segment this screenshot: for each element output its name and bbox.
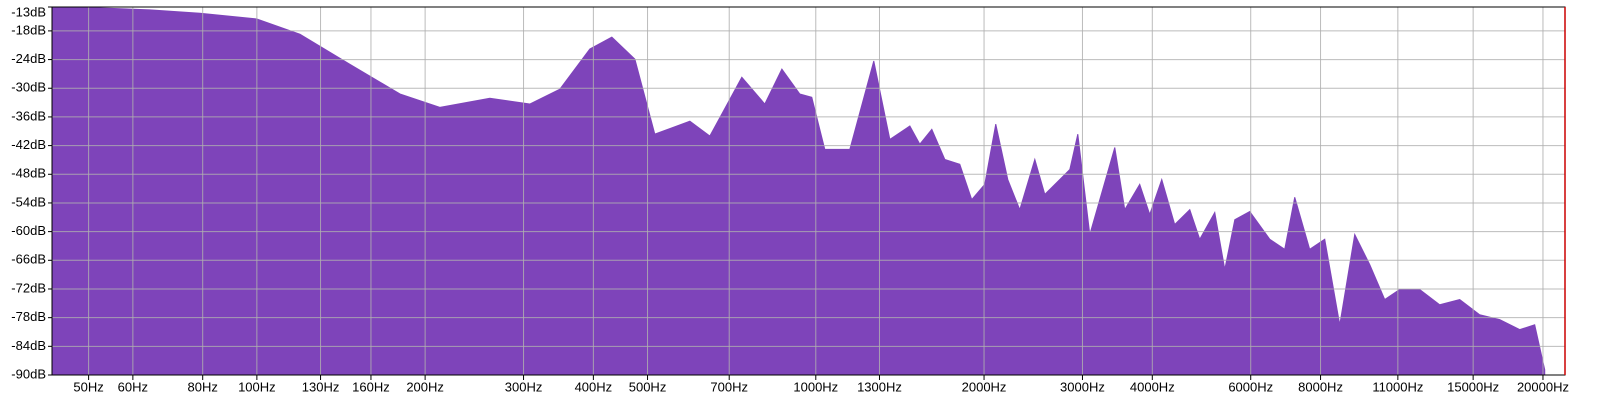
y-tick-label: -84dB [11,338,46,353]
x-tick-label: 6000Hz [1228,379,1273,394]
x-tick-label: 60Hz [118,379,148,394]
y-tick-label: -24dB [11,51,46,66]
x-tick-label: 2000Hz [962,379,1007,394]
x-tick-label: 300Hz [505,379,543,394]
x-tick-label: 200Hz [406,379,444,394]
x-tick-label: 1000Hz [793,379,838,394]
x-tick-label: 130Hz [302,379,340,394]
y-tick-label: -30dB [11,80,46,95]
x-tick-label: 700Hz [710,379,748,394]
y-tick-label: -42dB [11,137,46,152]
y-tick-label: -13dB [11,4,46,19]
y-tick-label: -90dB [11,366,46,381]
x-tick-label: 4000Hz [1130,379,1175,394]
x-tick-label: 3000Hz [1060,379,1105,394]
x-tick-label: 100Hz [238,379,276,394]
y-tick-label: -48dB [11,166,46,181]
x-tick-label: 8000Hz [1298,379,1343,394]
x-tick-label: 400Hz [575,379,613,394]
y-tick-label: -78dB [11,309,46,324]
x-tick-label: 80Hz [188,379,218,394]
x-tick-label: 160Hz [352,379,390,394]
x-tick-label: 20000Hz [1517,379,1569,394]
x-tick-label: 15000Hz [1447,379,1499,394]
y-tick-label: -54dB [11,194,46,209]
x-tick-label: 50Hz [73,379,103,394]
x-tick-label: 1300Hz [857,379,902,394]
labels: -13dB -18dB -24dB -30dB -36dB -42dB -48dB -54dB… [11,4,1569,394]
y-tick-label: -60dB [11,223,46,238]
x-tick-label: 500Hz [629,379,667,394]
y-tick-label: -72dB [11,280,46,295]
y-tick-label: -18dB [11,22,46,37]
y-tick-label: -66dB [11,252,46,267]
y-tick-label: -36dB [11,108,46,123]
x-tick-label: 11000Hz [1372,379,1423,394]
